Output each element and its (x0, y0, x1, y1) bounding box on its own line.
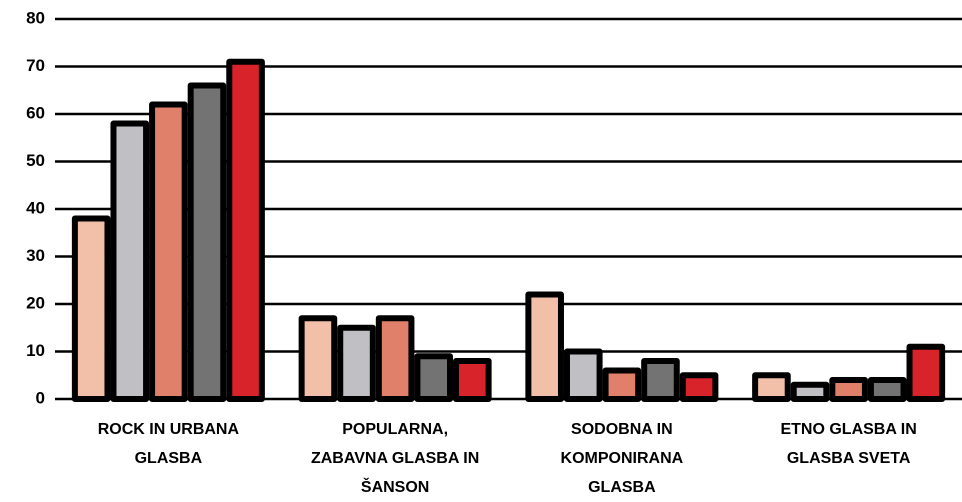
bar (906, 343, 946, 402)
y-tick-label: 0 (36, 388, 45, 407)
x-tick-label: ETNO GLASBA IN GLASBA SVETA (780, 421, 917, 467)
x-tick-label: SODOBNA IN KOMPONIRANA GLASBA (560, 421, 684, 496)
y-tick-label: 60 (26, 103, 45, 122)
bar (298, 315, 338, 402)
bar (71, 215, 111, 402)
y-tick-label: 50 (26, 151, 45, 170)
bar (110, 120, 150, 402)
bar (563, 348, 603, 402)
bar (453, 358, 492, 402)
bar (790, 381, 830, 402)
x-tick-label: POPULARNA, ZABAVNA GLASBA IN ŠANSON (310, 421, 480, 496)
y-tick-label: 10 (26, 341, 45, 360)
bar (414, 353, 454, 402)
bar (337, 324, 376, 402)
bar (602, 367, 642, 402)
bar (226, 58, 265, 402)
bar (867, 377, 907, 402)
y-tick-label: 70 (26, 56, 45, 75)
bar (641, 358, 680, 402)
y-tick-label: 80 (26, 8, 45, 27)
bar (375, 315, 415, 402)
x-tick-label: ROCK IN URBANA GLASBA (97, 421, 240, 467)
y-tick-label: 30 (26, 246, 45, 265)
y-tick-label: 20 (26, 293, 45, 312)
bar (187, 82, 227, 402)
bar (525, 291, 564, 402)
y-tick-label: 40 (26, 198, 45, 217)
bar (752, 372, 791, 402)
bar (149, 101, 188, 402)
bar (679, 372, 719, 402)
bar (829, 377, 868, 402)
